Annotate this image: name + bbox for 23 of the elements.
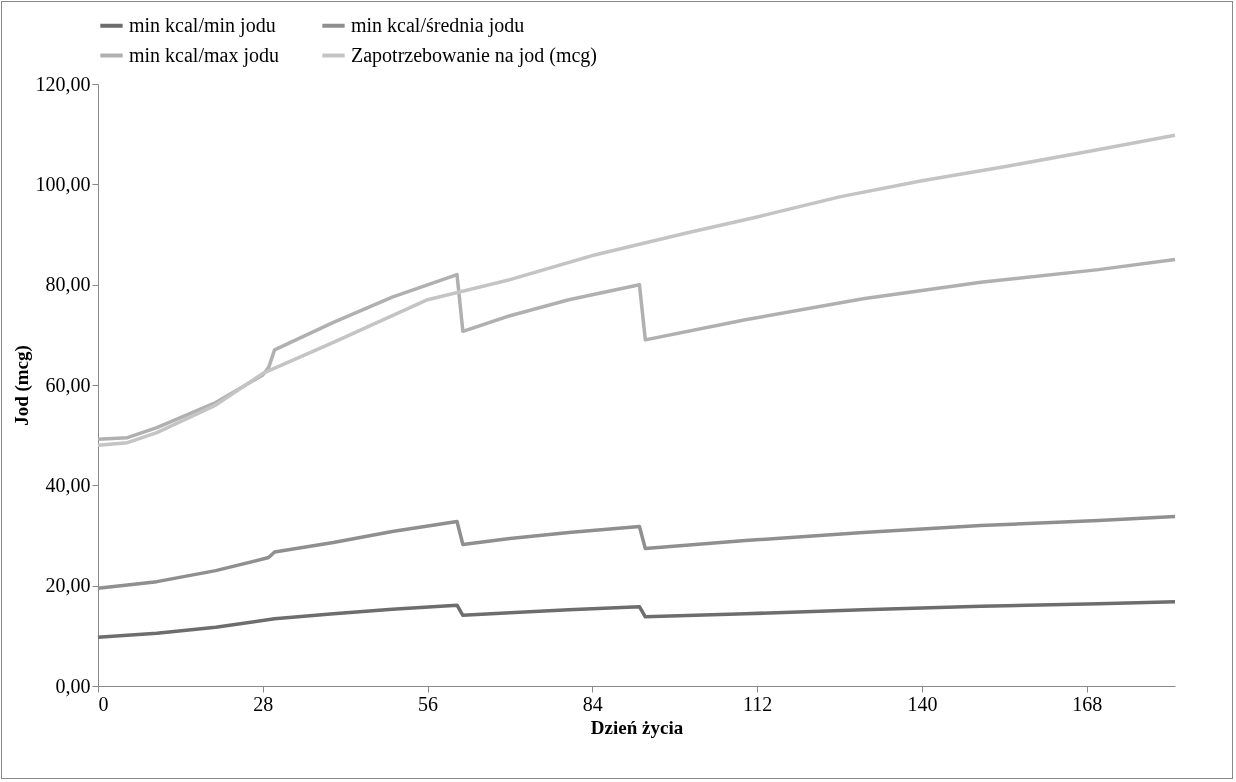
- x-tick-label: 56: [418, 692, 439, 715]
- line-series: [96, 257, 1177, 441]
- y-tick-label: 20,00: [45, 574, 91, 597]
- x-tick-label: 0: [98, 692, 109, 715]
- y-tick-label: 60,00: [45, 373, 91, 396]
- x-tick-label: 28: [253, 692, 274, 715]
- x-tick-label: 84: [582, 692, 603, 715]
- y-tick-label: 0,00: [55, 674, 91, 697]
- x-tick-label: 112: [743, 692, 773, 715]
- x-axis-title: Dzień życia: [590, 716, 684, 738]
- legend-label: min kcal/max jodu: [129, 43, 279, 67]
- y-axis-title: Jod (mcg): [10, 345, 33, 426]
- y-tick-label: 40,00: [45, 473, 91, 496]
- legend-label: min kcal/średnia jodu: [351, 13, 525, 37]
- legend-label: Zapotrzebowanie na jod (mcg): [351, 43, 598, 67]
- line-series: [96, 133, 1177, 447]
- y-tick-label: 100,00: [35, 172, 91, 195]
- legend-label: min kcal/min jodu: [129, 13, 276, 37]
- y-tick-label: 80,00: [45, 273, 91, 296]
- x-tick-label: 168: [1072, 692, 1103, 715]
- x-tick-label: 140: [907, 692, 938, 715]
- line-series: [96, 599, 1177, 640]
- y-tick-label: 120,00: [35, 72, 91, 95]
